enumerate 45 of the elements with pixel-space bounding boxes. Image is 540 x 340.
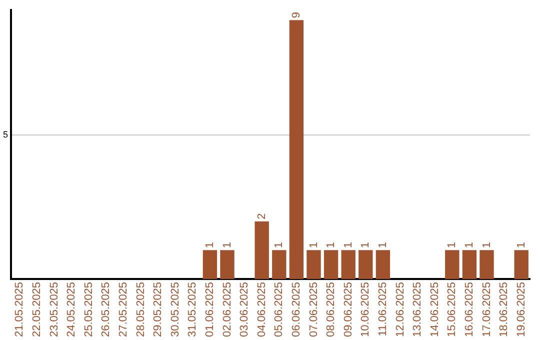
x-tick-label: 04.06.2025 (256, 282, 268, 338)
x-tick-label: 11.06.2025 (376, 282, 389, 336)
data-label: 1 (308, 242, 320, 248)
data-label: 1 (325, 242, 338, 248)
data-label: 1 (342, 242, 354, 248)
x-tick-label: 17.06.2025 (480, 282, 493, 338)
x-tick-label: 02.06.2025 (221, 282, 234, 338)
x-tick-label: 21.05.2025 (14, 282, 26, 338)
x-tick-label: 07.06.2025 (308, 282, 320, 338)
x-tick-label: 14.06.2025 (428, 282, 441, 338)
x-tick-label: 09.06.2025 (342, 282, 354, 338)
data-label: 1 (204, 242, 216, 248)
data-label: 9 (290, 12, 302, 18)
x-tick-label: 10.06.2025 (360, 282, 372, 338)
x-tick-label: 06.06.2025 (290, 282, 302, 338)
x-tick-label: 15.06.2025 (446, 282, 458, 338)
x-tick-label: 12.06.2025 (394, 282, 406, 338)
data-label: 2 (256, 213, 268, 220)
x-tick-label: 27.05.2025 (117, 282, 130, 338)
x-tick-label: 19.06.2025 (515, 282, 528, 338)
y-tick-label: 5 (2, 130, 8, 140)
x-tick-label: 30.05.2025 (169, 282, 182, 338)
x-tick-label: 16.06.2025 (463, 282, 476, 338)
data-label: 1 (221, 242, 234, 248)
data-label: 1 (515, 242, 528, 248)
data-label: 1 (360, 242, 372, 248)
x-tick-label: 01.06.2025 (204, 282, 216, 338)
x-tick-label: 26.05.2025 (100, 282, 112, 338)
x-tick-label: 08.06.2025 (325, 282, 338, 338)
data-label: 1 (273, 242, 286, 248)
x-tick-label: 31.05.2025 (186, 282, 199, 338)
data-label: 1 (446, 242, 458, 248)
data-label: 1 (463, 242, 476, 248)
data-label: 1 (480, 242, 493, 248)
x-tick-label: 13.06.2025 (412, 282, 424, 338)
data-label: 1 (376, 242, 389, 248)
x-tick-label: 29.05.2025 (152, 282, 164, 338)
x-tick-label: 03.06.2025 (238, 282, 251, 338)
x-tick-label: 18.06.2025 (498, 282, 510, 338)
x-tick-label: 28.05.2025 (134, 282, 147, 338)
x-tick-label: 23.05.2025 (48, 282, 60, 338)
x-tick-label: 05.06.2025 (273, 282, 286, 338)
x-tick-label: 24.05.2025 (66, 282, 78, 338)
x-tick-label: 22.05.2025 (30, 282, 43, 338)
x-tick-label: 25.05.2025 (82, 282, 95, 338)
